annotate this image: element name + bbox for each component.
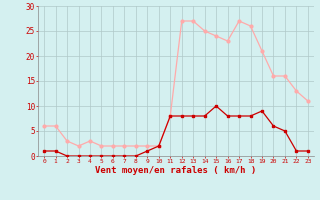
X-axis label: Vent moyen/en rafales ( km/h ): Vent moyen/en rafales ( km/h ) (95, 166, 257, 175)
